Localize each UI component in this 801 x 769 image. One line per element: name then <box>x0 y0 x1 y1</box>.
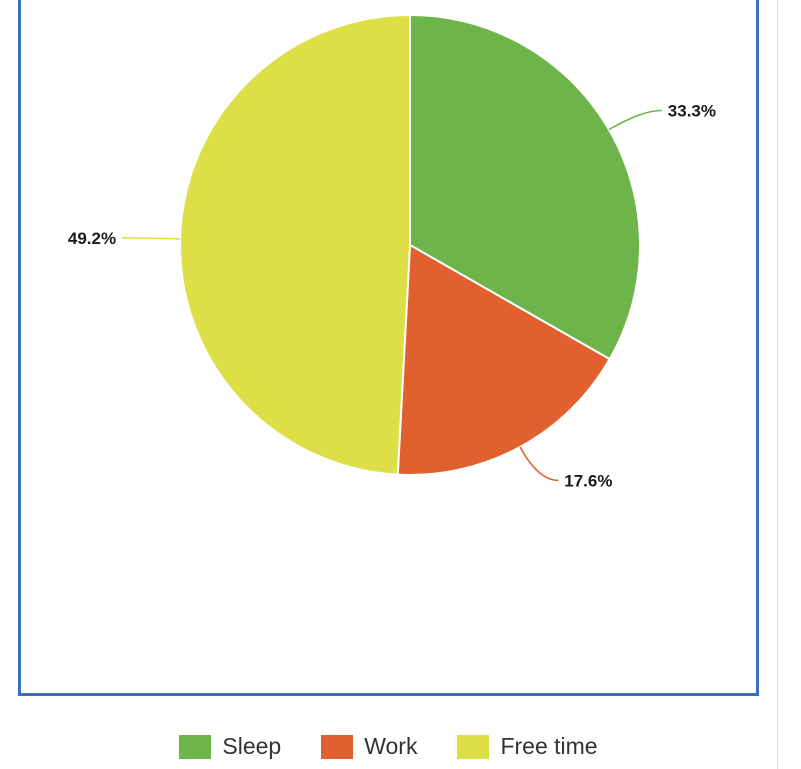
chart-legend: Sleep Work Free time <box>0 733 777 760</box>
panel-divider <box>777 0 778 769</box>
data-label-sleep: 33.3% <box>668 102 716 121</box>
legend-label-work: Work <box>364 733 418 759</box>
leader-line-free-time <box>122 237 181 240</box>
pie-slice-work[interactable] <box>396 243 612 476</box>
data-label-free-time: 49.2% <box>68 229 116 248</box>
legend-item-work[interactable]: Work <box>321 733 417 760</box>
data-label-work: 17.6% <box>564 471 612 490</box>
pie-chart: 33.3% 17.6% 49.2% <box>68 13 716 490</box>
legend-item-sleep[interactable]: Sleep <box>179 733 281 760</box>
leader-line-sleep <box>608 109 662 131</box>
legend-label-sleep: Sleep <box>222 733 282 759</box>
legend-item-free-time[interactable]: Free time <box>457 733 598 760</box>
legend-swatch-free-time <box>457 734 490 759</box>
legend-swatch-sleep <box>179 734 212 759</box>
legend-swatch-work <box>321 734 354 759</box>
pie-slice-sleep[interactable] <box>409 13 641 361</box>
legend-label-free-time: Free time <box>500 733 598 759</box>
pie-slice-free-time[interactable] <box>179 13 411 476</box>
leader-line-work <box>519 446 559 482</box>
chart-frame: 33.3% 17.6% 49.2% <box>18 0 759 696</box>
